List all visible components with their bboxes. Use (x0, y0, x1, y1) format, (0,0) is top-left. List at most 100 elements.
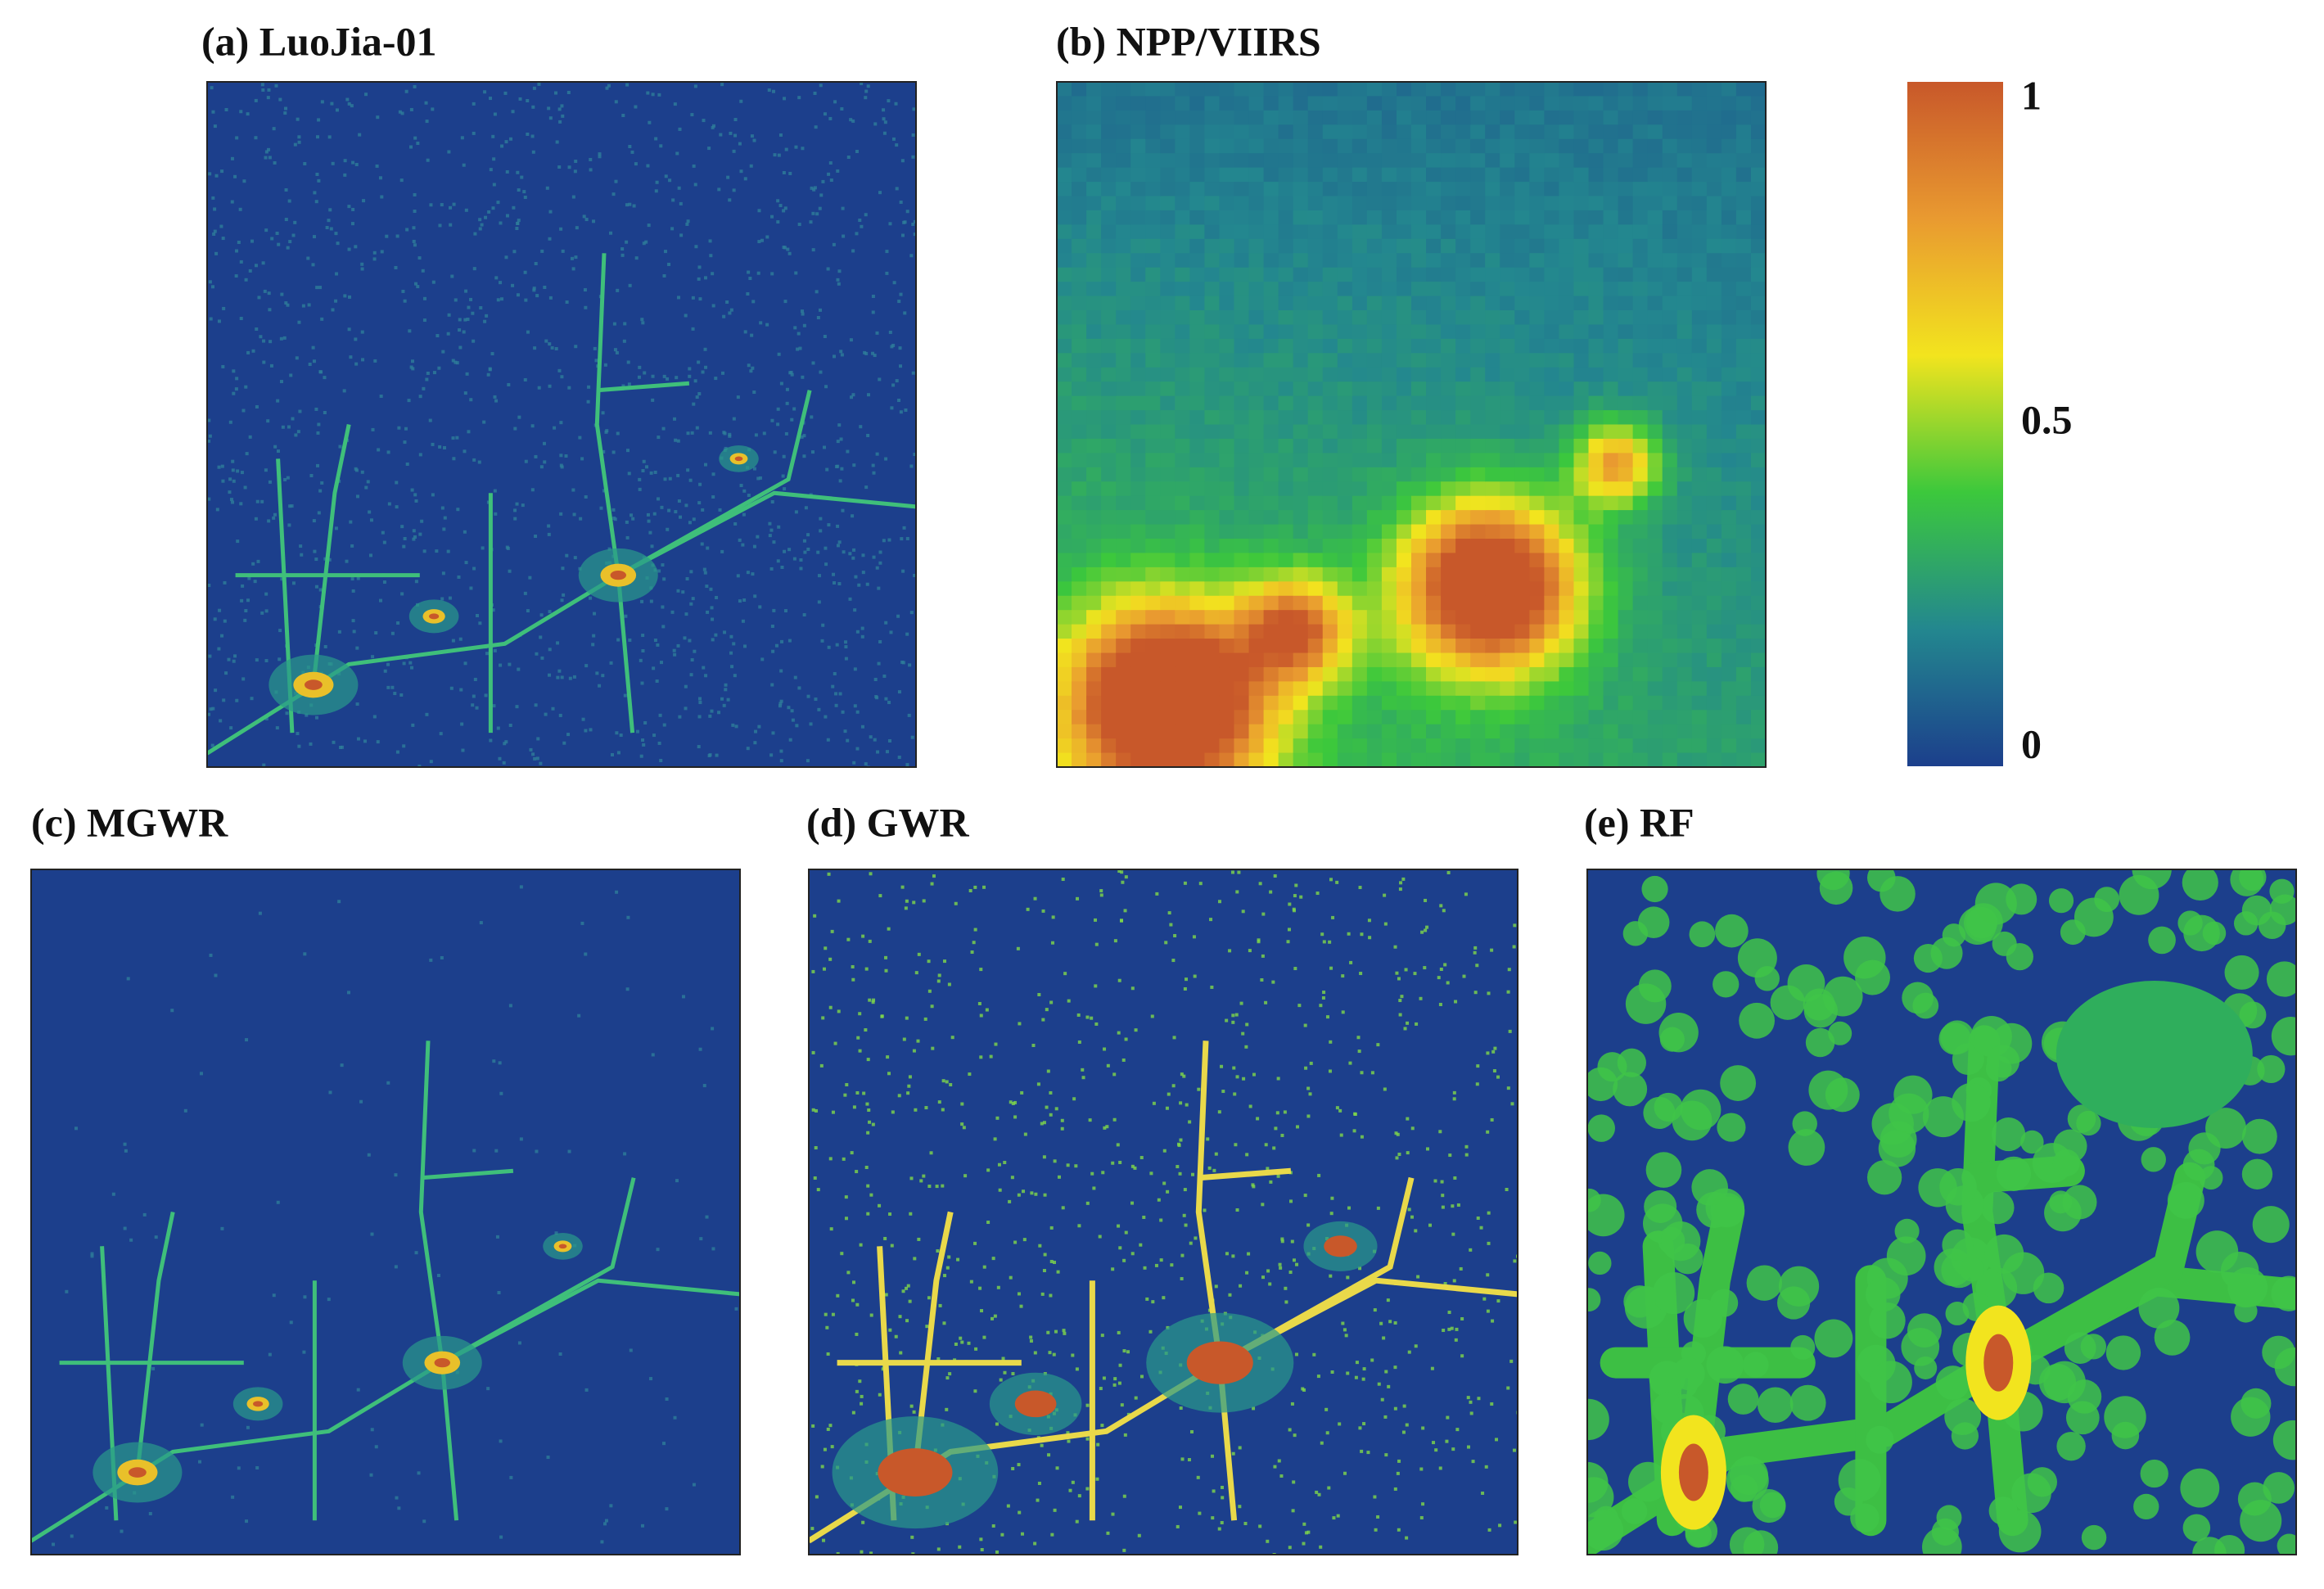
pixel (1382, 510, 1397, 525)
speckle (733, 418, 736, 421)
speckle (1162, 1181, 1166, 1185)
speckle (240, 599, 243, 603)
pixel (1426, 425, 1442, 440)
pixel (1441, 439, 1456, 454)
pixel (1648, 182, 1663, 196)
speckle (440, 956, 444, 959)
speckle (1138, 1534, 1141, 1537)
speckle (74, 1126, 78, 1130)
speckle (1063, 972, 1067, 975)
pixel (1086, 124, 1102, 139)
speckle (351, 161, 354, 165)
speckle (824, 112, 827, 115)
pixel (1145, 738, 1161, 753)
speckle (778, 154, 781, 157)
pixel (1338, 667, 1353, 682)
pixel (1101, 282, 1117, 296)
speckle (817, 1188, 820, 1191)
pixel (1722, 111, 1737, 125)
pixel (1677, 196, 1693, 211)
pixel (1057, 396, 1072, 411)
pixel (1204, 625, 1220, 639)
pixel (1145, 667, 1161, 682)
speckle (556, 676, 559, 679)
pixel (1663, 753, 1678, 768)
speckle (738, 539, 742, 542)
speckle (232, 660, 236, 663)
pixel (1086, 553, 1102, 567)
speckle (1103, 1376, 1106, 1379)
map-panel (1057, 82, 1767, 768)
speckle (1043, 1155, 1046, 1158)
speckle (612, 517, 616, 520)
speckle (313, 235, 316, 238)
pixel (1633, 539, 1649, 553)
pixel (1455, 510, 1471, 525)
speckle (688, 639, 691, 643)
speckle (298, 141, 301, 144)
pixel (1234, 625, 1250, 639)
patch (2224, 955, 2259, 990)
pixel (1338, 525, 1353, 539)
pixel (1692, 467, 1708, 482)
speckle (1018, 1292, 1021, 1295)
pixel (1189, 282, 1205, 296)
pixel (1219, 296, 1234, 311)
pixel (1219, 368, 1234, 382)
pixel (1441, 653, 1456, 668)
speckle (1212, 1169, 1216, 1172)
pixel (1116, 268, 1131, 282)
pixel (1604, 425, 1619, 440)
speckle (1341, 974, 1344, 977)
pixel (1573, 310, 1589, 325)
speckle (1063, 1329, 1066, 1332)
speckle (201, 1424, 204, 1427)
pixel (1234, 738, 1250, 753)
pixel (1470, 381, 1486, 396)
pixel (1677, 539, 1693, 553)
speckle (336, 108, 339, 111)
speckle (551, 346, 554, 350)
pixel (1249, 625, 1265, 639)
pixel (1426, 510, 1442, 525)
speckle (824, 547, 827, 550)
speckle (534, 535, 537, 538)
pixel (1485, 168, 1500, 183)
pixel (1441, 268, 1456, 282)
speckle (1144, 1266, 1147, 1270)
pixel (1514, 196, 1530, 211)
pixel (1485, 738, 1500, 753)
pixel (1204, 153, 1220, 168)
speckle (997, 1286, 1000, 1289)
speckle (671, 198, 675, 201)
patch (2081, 1334, 2106, 1359)
pixel (1057, 610, 1072, 625)
pixel (1736, 96, 1752, 111)
speckle (535, 703, 538, 706)
speckle (818, 574, 821, 577)
speckle (386, 1081, 390, 1085)
pixel (1455, 567, 1471, 582)
pixel (1633, 581, 1649, 596)
pixel (1072, 224, 1087, 239)
pixel (1529, 610, 1545, 625)
pixel (1618, 353, 1634, 368)
pixel (1618, 124, 1634, 139)
pixel (1234, 153, 1250, 168)
pixel (1751, 439, 1767, 454)
speckle (1193, 935, 1196, 938)
pixel (1175, 139, 1190, 154)
pixel (1352, 453, 1368, 467)
speckle (348, 327, 351, 331)
pixel (1234, 681, 1250, 696)
pixel (1604, 653, 1619, 668)
speckle (872, 295, 875, 298)
pixel (1293, 381, 1309, 396)
pixel (1367, 168, 1383, 183)
pixel (1323, 681, 1338, 696)
pixel (1160, 553, 1176, 567)
pixel (1382, 738, 1397, 753)
pixel (1189, 353, 1205, 368)
speckle (884, 956, 887, 959)
pixel (1411, 224, 1427, 239)
